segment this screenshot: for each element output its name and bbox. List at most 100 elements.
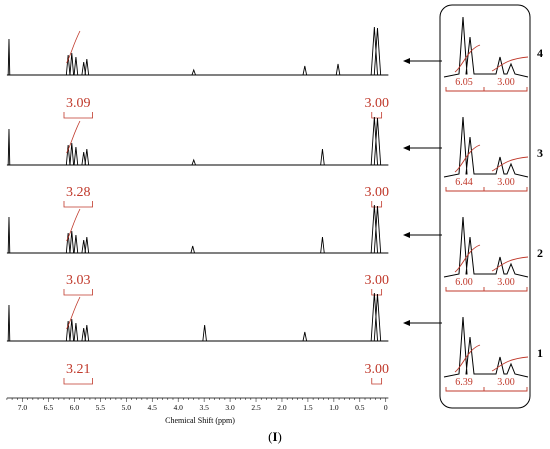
x-tick-label: 4.0 xyxy=(173,403,183,412)
spectrum-label: 1 xyxy=(537,346,543,360)
spectrum-peak xyxy=(202,324,207,342)
spectrum-peak xyxy=(7,38,11,76)
inset-trace xyxy=(443,316,529,378)
spectrum-peak xyxy=(65,320,71,342)
integral-bracket xyxy=(371,289,383,296)
integral-curve xyxy=(66,120,81,154)
spectrum-peak xyxy=(84,58,90,76)
inset-integral-value: 6.39 xyxy=(455,377,473,388)
x-tick-label: 2.0 xyxy=(277,403,287,412)
arrow-head xyxy=(403,232,410,238)
spectrum-peak xyxy=(69,52,75,76)
spectrum-peak xyxy=(320,148,325,166)
spectrum-3: 3.28 3.00 xyxy=(6,116,442,208)
spectrum-peak xyxy=(73,322,79,342)
integral-bracket xyxy=(63,378,93,385)
arrow-head xyxy=(403,320,410,326)
integral-value: 3.00 xyxy=(364,273,389,288)
spectrum-peak xyxy=(65,144,71,166)
integral-bracket xyxy=(371,378,383,385)
integral-bracket xyxy=(371,112,383,119)
spectrum-peak xyxy=(81,151,86,166)
spectrum-peak xyxy=(65,232,71,254)
x-tick-label: 0.5 xyxy=(355,403,365,412)
integral-curve xyxy=(66,30,81,64)
inset-integral-curve xyxy=(491,356,529,372)
spectrum-peak xyxy=(320,236,325,254)
inset-bracket xyxy=(445,187,528,192)
figure-label: (I) xyxy=(268,429,282,444)
integral-value: 3.03 xyxy=(66,273,91,288)
spectra-layer: 3.09 3.00 3.28 3.00 3.03 3.00 3.21 3.00 xyxy=(6,26,442,385)
spectrum-peak xyxy=(84,324,90,342)
integral-curve xyxy=(66,296,81,330)
integral-value: 3.28 xyxy=(66,185,91,200)
inset-integral-curve xyxy=(491,256,529,272)
inset-integral-curve xyxy=(454,44,481,73)
x-tick-label: 3.0 xyxy=(225,403,235,412)
arrow-head xyxy=(403,58,410,64)
spectrum-peak xyxy=(73,146,79,166)
arrow-head xyxy=(403,145,410,151)
spectrum-label: 3 xyxy=(537,146,543,160)
spectrum-peak xyxy=(81,327,86,342)
x-tick-label: 6.0 xyxy=(70,403,80,412)
inset-trace xyxy=(443,116,529,178)
x-tick-label: 5.5 xyxy=(96,403,106,412)
inset-spectrum-1: 6.39 3.00 1 xyxy=(443,316,543,392)
spectrum-peak xyxy=(84,148,90,166)
inset-integral-curve xyxy=(491,156,529,172)
inset-trace xyxy=(443,216,529,278)
inset-spectrum-2: 6.00 3.00 2 xyxy=(443,216,543,292)
integral-bracket xyxy=(371,201,383,208)
spectrum-peak xyxy=(7,216,11,254)
inset-integral-value: 3.00 xyxy=(497,177,515,188)
inset-integral-value: 6.00 xyxy=(455,277,473,288)
spectrum-peak xyxy=(69,318,75,342)
inset-panel: 6.05 3.00 4 6.44 3.00 3 6.00 3.00 2 6.39 3.00 1 xyxy=(439,4,543,409)
spectrum-peak xyxy=(335,63,341,76)
spectrum-peak xyxy=(302,331,308,342)
integral-value: 3.09 xyxy=(66,96,91,111)
spectrum-label: 4 xyxy=(537,46,543,60)
inset-integral-curve xyxy=(454,344,481,373)
spectrum-peak xyxy=(370,116,379,166)
inset-integral-value: 3.00 xyxy=(497,77,515,88)
spectrum-peak xyxy=(373,27,382,76)
x-tick-label: 2.5 xyxy=(251,403,261,412)
spectrum-2: 3.03 3.00 xyxy=(6,204,442,296)
spectrum-peak xyxy=(81,61,86,76)
spectrum-label: 2 xyxy=(537,246,543,260)
inset-integral-curve xyxy=(454,244,481,273)
x-tick-label: 1.0 xyxy=(329,403,339,412)
spectrum-peak xyxy=(7,304,11,342)
spectrum-peak xyxy=(65,54,71,76)
x-tick-label: 7.0 xyxy=(18,403,28,412)
x-axis-label: Chemical Shift (ppm) xyxy=(165,416,235,425)
integral-value: 3.21 xyxy=(66,362,91,377)
spectrum-4: 3.09 3.00 xyxy=(6,26,442,119)
spectrum-peak xyxy=(73,234,79,254)
integral-bracket xyxy=(63,289,93,296)
spectrum-1: 3.21 3.00 xyxy=(6,292,442,385)
integral-value: 3.00 xyxy=(364,362,389,377)
inset-integral-value: 6.44 xyxy=(455,177,473,188)
inset-integral-curve xyxy=(454,144,481,173)
x-tick-label: 3.5 xyxy=(199,403,209,412)
spectrum-peak xyxy=(69,142,75,166)
inset-spectrum-4: 6.05 3.00 4 xyxy=(443,16,543,92)
integral-value: 3.00 xyxy=(364,185,389,200)
x-tick-label: 0 xyxy=(384,403,388,412)
spectrum-peak xyxy=(373,117,382,166)
inset-integral-value: 6.05 xyxy=(455,77,473,88)
spectrum-peak xyxy=(302,65,308,76)
integral-bracket xyxy=(63,112,93,119)
inset-bracket xyxy=(445,87,528,92)
inset-integral-value: 3.00 xyxy=(497,277,515,288)
spectrum-peak xyxy=(190,245,195,254)
integral-bracket xyxy=(63,201,93,208)
spectrum-peak xyxy=(370,292,379,342)
spectrum-peak xyxy=(191,68,196,76)
spectrum-peak xyxy=(84,236,90,254)
